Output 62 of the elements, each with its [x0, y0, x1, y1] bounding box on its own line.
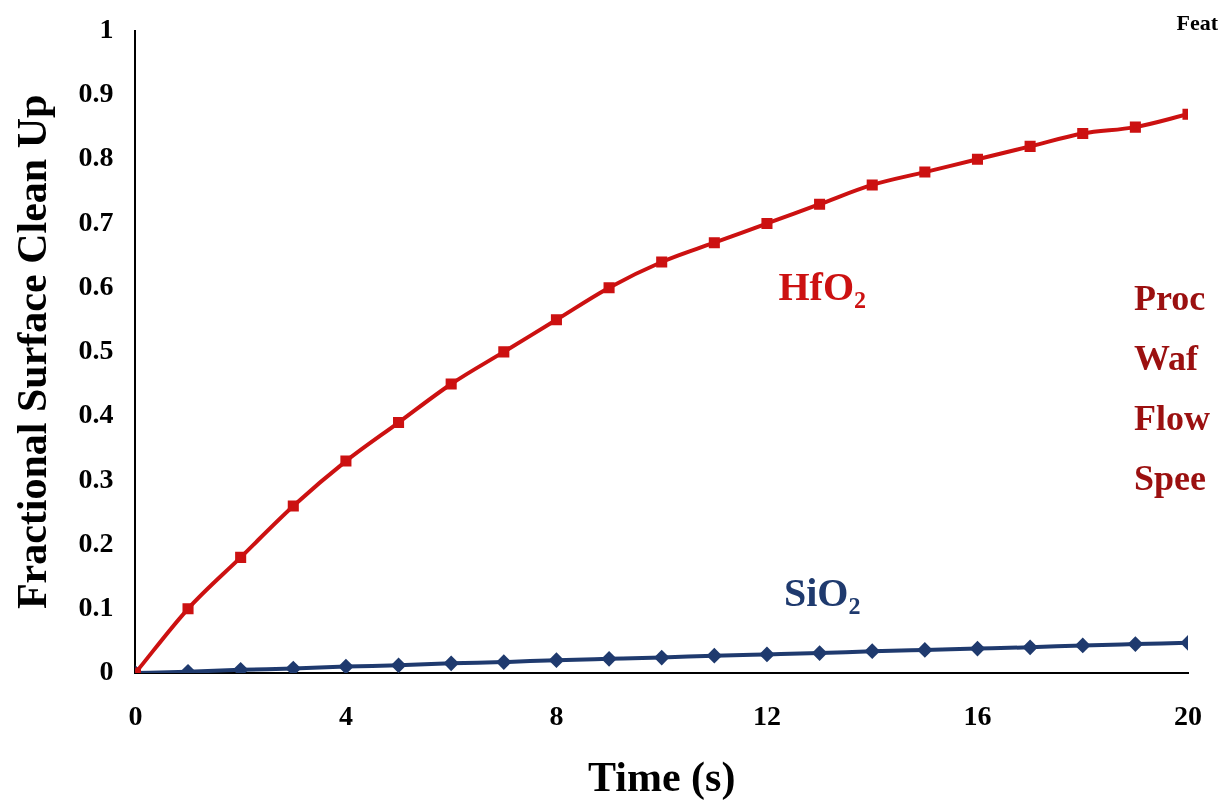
point — [707, 648, 722, 663]
x-tick-label: 0 — [128, 700, 143, 732]
x-tick-label: 8 — [549, 700, 564, 732]
point — [182, 603, 194, 615]
annotation: Feat — [1176, 10, 1219, 35]
point — [917, 642, 932, 657]
x-tick-label: 12 — [752, 700, 781, 732]
point — [286, 661, 301, 673]
y-tick-label: 0.4 — [78, 398, 114, 430]
y-axis-title: Fractional Surface Clean Up — [9, 94, 56, 610]
y-tick-label: 0.6 — [78, 269, 114, 301]
y-tick-label: 1 — [99, 13, 114, 45]
point — [338, 659, 353, 673]
point — [654, 650, 669, 665]
point — [393, 417, 405, 429]
x-tick-label: 20 — [1174, 700, 1202, 732]
point — [340, 455, 352, 467]
y-tick-label: 0 — [99, 655, 114, 687]
point — [1075, 638, 1090, 653]
point — [866, 179, 878, 191]
point — [1129, 121, 1141, 133]
point — [550, 314, 562, 326]
x-tick-label: 16 — [963, 700, 992, 732]
y-tick-label: 0.3 — [78, 462, 114, 494]
point — [971, 153, 984, 165]
y-tick-label: 0.9 — [78, 77, 114, 109]
point — [444, 656, 459, 671]
point — [445, 378, 457, 390]
x-axis-title: Time (s) — [588, 753, 736, 801]
point — [1024, 140, 1036, 152]
point — [812, 646, 827, 661]
point — [1023, 640, 1038, 655]
point — [496, 655, 511, 670]
point — [1077, 128, 1089, 140]
series-label: HfO₂ — [778, 263, 866, 309]
annotation: Waf — [1134, 338, 1200, 378]
y-tick-label: 0.5 — [78, 334, 114, 366]
annotation: Flow — [1134, 398, 1210, 438]
series-label: SiO₂ — [783, 570, 861, 616]
point — [235, 551, 247, 563]
point — [759, 647, 774, 662]
point — [919, 166, 931, 178]
point — [602, 651, 617, 666]
point — [656, 256, 668, 268]
point — [970, 641, 985, 656]
y-tick-label: 0.8 — [78, 141, 114, 173]
point — [1128, 637, 1143, 652]
x-tick-label: 4 — [338, 700, 353, 732]
y-tick-label: 0.7 — [78, 205, 114, 237]
point — [761, 217, 773, 229]
point — [603, 282, 615, 294]
point — [814, 198, 826, 210]
annotation: Spee — [1134, 458, 1207, 498]
annotation: Proc — [1134, 278, 1206, 318]
point — [708, 237, 720, 249]
point — [549, 653, 564, 668]
point — [498, 346, 510, 358]
y-tick-label: 0.1 — [78, 591, 114, 623]
y-tick-label: 0.2 — [78, 526, 114, 558]
point — [287, 500, 299, 512]
point — [391, 658, 406, 673]
point — [865, 644, 880, 659]
